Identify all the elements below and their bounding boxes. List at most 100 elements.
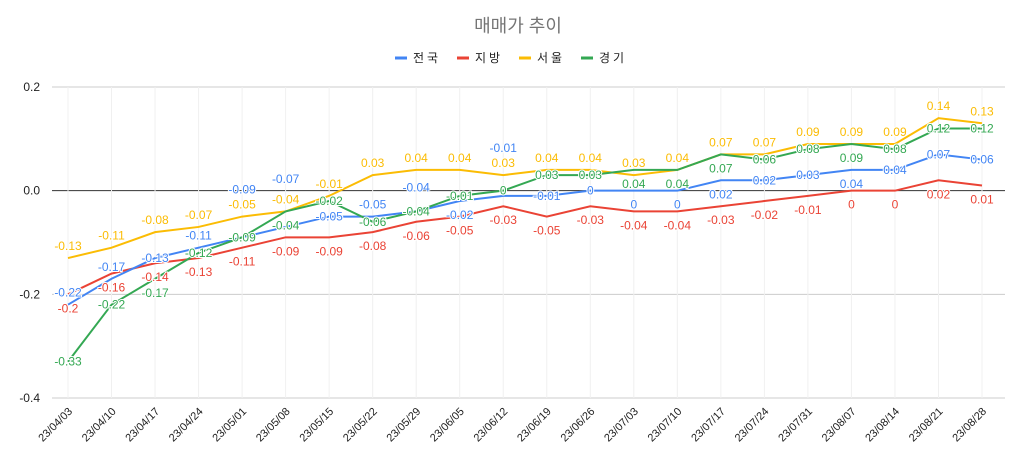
- data-label: 0.08: [796, 142, 820, 156]
- x-tick-label: 23/04/17: [123, 406, 162, 445]
- data-label: -0.07: [185, 208, 213, 222]
- data-label: -0.08: [141, 213, 169, 227]
- data-label: 0.09: [796, 125, 820, 139]
- data-label: -0.04: [664, 218, 692, 232]
- series-group: -0.13 -0.11 -0.08 -0.07 -0.05 -0.04 -0.01 0.03 0…: [53, 98, 995, 370]
- data-label: -0.03: [577, 213, 605, 227]
- legend-item[interactable]: 서울: [519, 51, 565, 65]
- legend: 전국 지방 서울 경기: [395, 51, 627, 65]
- data-label: 0.02: [753, 173, 777, 187]
- x-tick-label: 23/05/15: [297, 406, 336, 445]
- x-tick-label: 23/08/14: [863, 406, 902, 445]
- x-tick-label: 23/05/01: [210, 406, 249, 445]
- data-label: -0.01: [315, 177, 343, 191]
- data-label: -0.13: [141, 251, 169, 265]
- x-tick-label: 23/06/12: [472, 406, 511, 445]
- data-label: -0.04: [403, 204, 431, 218]
- data-label: 0.04: [666, 151, 690, 165]
- data-label: -0.01: [533, 189, 561, 203]
- grid: 0.2 0.0 -0.2 -0.4: [19, 80, 1005, 405]
- data-label: -0.09: [228, 182, 256, 196]
- legend-label: 지방: [475, 51, 503, 65]
- series-2: [67, 117, 983, 260]
- data-label: -0.09: [228, 230, 256, 244]
- series-1: [67, 179, 983, 296]
- legend-label: 전국: [413, 51, 441, 65]
- series-line: [67, 117, 983, 260]
- data-label: -0.16: [98, 281, 126, 295]
- x-tick-label: 23/08/07: [820, 406, 859, 445]
- series-3: [67, 127, 982, 363]
- data-label: 0.02: [927, 187, 951, 201]
- data-label: -0.01: [490, 141, 518, 155]
- data-label: 0.04: [579, 151, 603, 165]
- data-label: 0: [674, 198, 681, 212]
- chart-title: 매매가 추이: [474, 16, 562, 36]
- series-0: [67, 153, 983, 306]
- data-label: -0.09: [315, 244, 343, 258]
- data-label: 0.07: [753, 135, 777, 149]
- data-label: -0.13: [185, 265, 213, 279]
- data-label: 0.03: [796, 168, 820, 182]
- data-label: -0.05: [446, 224, 474, 238]
- data-label: -0.03: [707, 213, 735, 227]
- x-tick-label: 23/07/10: [646, 406, 685, 445]
- data-label: -0.01: [794, 203, 822, 217]
- data-label: 0.03: [579, 168, 603, 182]
- y-tick-label: 0.0: [23, 184, 40, 198]
- x-tick-label: 23/04/10: [80, 406, 119, 445]
- legend-item[interactable]: 경기: [581, 51, 627, 65]
- data-label: 0: [630, 198, 637, 212]
- data-label: -0.05: [315, 210, 343, 224]
- data-label: -0.06: [359, 215, 387, 229]
- data-label: -0.02: [315, 194, 343, 208]
- data-label: 0: [500, 184, 507, 198]
- x-axis-labels: 23/04/03 23/04/10 23/04/17 23/04/24 23/05/01…: [36, 406, 989, 445]
- data-label: -0.09: [272, 244, 300, 258]
- y-tick-label: 0.2: [23, 80, 40, 94]
- data-label: 0.12: [927, 121, 951, 135]
- data-label: 0: [892, 198, 899, 212]
- data-label: 0.14: [927, 99, 951, 113]
- data-label: -0.07: [272, 172, 300, 186]
- data-label: 0.12: [970, 121, 994, 135]
- data-label: -0.17: [141, 286, 169, 300]
- data-label: 0.09: [840, 151, 864, 165]
- data-label: -0.06: [403, 229, 431, 243]
- data-label: -0.33: [54, 355, 82, 369]
- data-label: 0: [848, 198, 855, 212]
- legend-item[interactable]: 지방: [457, 51, 503, 65]
- x-tick-label: 23/06/05: [428, 406, 467, 445]
- data-label: -0.04: [272, 218, 300, 232]
- data-label: -0.04: [620, 218, 648, 232]
- x-tick-label: 23/05/29: [385, 406, 424, 445]
- data-label: 0.09: [883, 125, 907, 139]
- data-label: -0.02: [446, 208, 474, 222]
- series-line: [67, 179, 983, 296]
- x-tick-label: 23/06/19: [515, 406, 554, 445]
- data-label: 0.13: [970, 104, 994, 118]
- y-tick-label: -0.2: [19, 287, 40, 301]
- data-label: -0.04: [403, 180, 431, 194]
- data-label: -0.04: [272, 192, 300, 206]
- data-label: -0.12: [185, 246, 213, 260]
- series-line: [67, 127, 982, 363]
- data-label: -0.11: [229, 255, 256, 269]
- data-label: 0.04: [535, 151, 559, 165]
- data-labels-1: -0.2 -0.16 -0.14 -0.13 -0.11 -0.09 -0.09 -0.08 -…: [57, 186, 995, 316]
- data-label: 0.01: [970, 192, 994, 206]
- x-tick-label: 23/04/03: [36, 406, 75, 445]
- data-label: -0.05: [533, 224, 561, 238]
- legend-label: 서울: [537, 51, 565, 65]
- legend-item[interactable]: 전국: [395, 51, 441, 65]
- data-label: 0.03: [361, 156, 385, 170]
- x-tick-label: 23/07/24: [733, 406, 772, 445]
- data-label: -0.02: [751, 208, 779, 222]
- data-label: 0.04: [840, 177, 864, 191]
- x-tick-label: 23/08/21: [907, 406, 946, 445]
- data-label: 0.04: [666, 177, 690, 191]
- data-label: -0.2: [58, 301, 79, 315]
- y-tick-label: -0.4: [19, 391, 40, 405]
- series-line: [67, 153, 983, 306]
